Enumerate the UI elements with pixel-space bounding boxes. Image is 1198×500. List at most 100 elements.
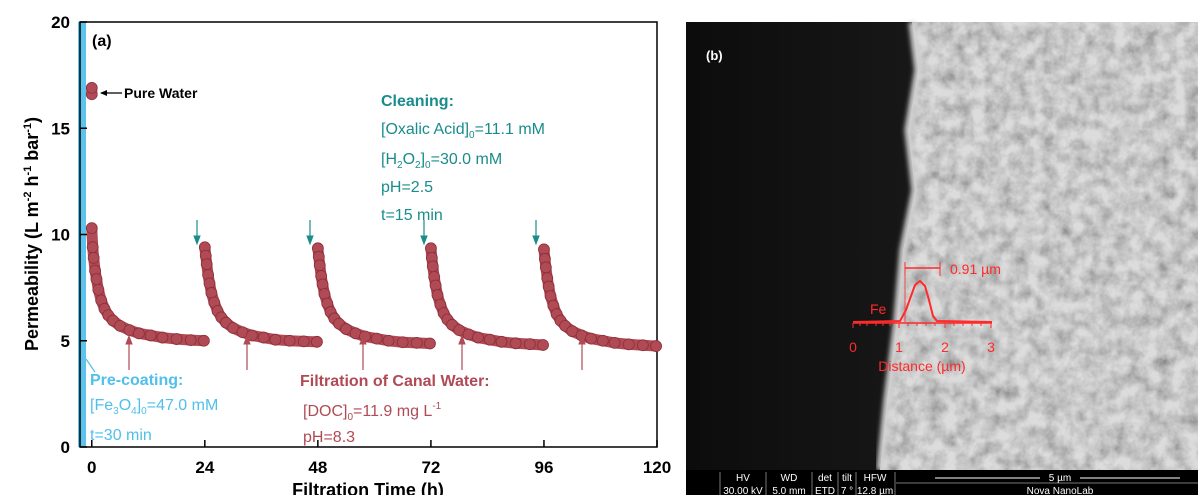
data-point bbox=[297, 335, 310, 348]
data-point bbox=[542, 280, 555, 293]
fe-labels: 0.91 µm Fe 0 1 2 3 Distance (µm) bbox=[849, 261, 1001, 374]
panel-b: (b) 0.91 µm Fe 0 1 2 3 Distance (µm) bbox=[686, 21, 1198, 497]
distance-tick-label: 0 bbox=[849, 339, 857, 355]
text-part: ] bbox=[421, 151, 425, 168]
data-point bbox=[85, 81, 98, 94]
data-point bbox=[424, 337, 436, 350]
precoating-time: t=30 min bbox=[90, 427, 152, 444]
scale-label-bg bbox=[1040, 472, 1080, 482]
x-axis-label: Filtration Time (h) bbox=[292, 480, 444, 495]
x-tick-label: 48 bbox=[308, 458, 327, 477]
precoating-title: Pre-coating: bbox=[90, 372, 183, 389]
subscript: 0 bbox=[141, 406, 147, 417]
data-point bbox=[92, 283, 105, 296]
text-part: h bbox=[22, 176, 42, 192]
text-part: O bbox=[403, 151, 415, 168]
data-point bbox=[313, 259, 326, 272]
arrow-head bbox=[578, 334, 586, 345]
info-value: 12.8 µm bbox=[857, 486, 893, 495]
text-part: =30.0 mM bbox=[431, 151, 503, 168]
scale-label: 5 µm bbox=[1049, 473, 1071, 484]
arrow-head bbox=[458, 334, 466, 345]
text-part: =11.9 mg L bbox=[353, 403, 432, 420]
data-point bbox=[203, 277, 216, 290]
distance-tick-label: 2 bbox=[941, 339, 949, 355]
distance-tick-label: 1 bbox=[895, 339, 903, 355]
data-point bbox=[90, 273, 103, 286]
arrow-head bbox=[532, 235, 540, 246]
arrow-head bbox=[193, 235, 201, 246]
info-value: ETD bbox=[815, 486, 835, 495]
data-point bbox=[539, 261, 552, 274]
data-point bbox=[636, 339, 649, 352]
data-point bbox=[85, 222, 98, 235]
data-point bbox=[197, 334, 210, 347]
sem-tint bbox=[880, 22, 1198, 470]
x-tick-label: 120 bbox=[643, 458, 671, 477]
y-tick-label: 0 bbox=[61, 438, 70, 457]
cleaning-h2o2: [H2O2]0=30.0 mM bbox=[381, 151, 502, 171]
y-tick-label: 5 bbox=[61, 332, 70, 351]
y-tick-label: 15 bbox=[51, 119, 70, 138]
info-text: HV WD det tilt HFW 30.00 kV 5.0 mm ETD 7… bbox=[723, 472, 1180, 497]
data-point bbox=[426, 260, 439, 273]
data-point bbox=[257, 331, 270, 344]
text-part: O bbox=[119, 397, 131, 414]
data-point bbox=[144, 329, 157, 342]
width-label: 0.91 µm bbox=[950, 261, 1001, 277]
y-tick-label: 10 bbox=[51, 226, 70, 245]
data-point bbox=[132, 327, 145, 340]
text-part: [H bbox=[381, 151, 397, 168]
text-part: ] bbox=[137, 397, 141, 414]
filtration-annotation: Filtration of Canal Water: [DOC]0=11.9 m… bbox=[300, 373, 490, 446]
subscript: 0 bbox=[347, 412, 353, 423]
subscript: 2 bbox=[397, 160, 403, 171]
data-point bbox=[170, 333, 183, 345]
data-point bbox=[483, 333, 496, 346]
cleaning-arrows bbox=[193, 220, 540, 246]
data-point bbox=[429, 279, 442, 292]
instrument-label: Nova NanoLab bbox=[1027, 486, 1094, 495]
text-part: [DOC] bbox=[303, 403, 347, 420]
text-part: bar bbox=[22, 133, 42, 166]
y-tick-label: 20 bbox=[51, 13, 70, 32]
minor-ticks bbox=[859, 323, 982, 326]
data-point bbox=[269, 333, 282, 346]
data-point bbox=[370, 332, 383, 345]
data-point bbox=[495, 335, 508, 348]
sem-surface bbox=[880, 22, 1198, 470]
data-point bbox=[537, 339, 549, 351]
data-point bbox=[396, 336, 409, 349]
subscript: 2 bbox=[415, 160, 421, 171]
distance-label: Distance (µm) bbox=[878, 358, 965, 374]
cleaning-oxalic: [Oxalic Acid]0=11.1 mM bbox=[381, 121, 545, 141]
info-value: 7 ° bbox=[841, 486, 853, 495]
text-part: =11.1 mM bbox=[475, 121, 545, 138]
data-point bbox=[283, 334, 296, 347]
filtration-doc: [DOC]0=11.9 mg L-1 bbox=[303, 401, 442, 423]
data-layer bbox=[85, 81, 662, 352]
info-header: HV bbox=[736, 473, 750, 484]
element-label: Fe bbox=[870, 301, 887, 317]
superscript: -1 bbox=[22, 123, 34, 133]
text-part: [Oxalic Acid] bbox=[381, 121, 469, 138]
arrow-head bbox=[420, 235, 428, 246]
sem-edge bbox=[876, 21, 922, 471]
pure-water-label: Pure Water bbox=[124, 85, 198, 101]
precoating-fe: [Fe3O4]0=47.0 mM bbox=[90, 397, 218, 417]
data-point bbox=[184, 334, 197, 347]
text-part: =47.0 mM bbox=[147, 397, 219, 414]
panel-label: (b) bbox=[706, 48, 723, 63]
info-separators bbox=[719, 472, 1198, 495]
precoating-annotation: Pre-coating: [Fe3O4]0=47.0 mM t=30 min bbox=[85, 358, 218, 444]
filtration-title: Filtration of Canal Water: bbox=[300, 373, 490, 390]
x-tick-label: 96 bbox=[534, 458, 553, 477]
fe-peak bbox=[852, 279, 993, 323]
cleaning-time: t=15 min bbox=[381, 207, 443, 224]
cleaning-ph: pH=2.5 bbox=[381, 179, 433, 196]
info-header: tilt bbox=[842, 473, 852, 484]
data-point bbox=[246, 329, 258, 342]
data-point bbox=[596, 334, 609, 347]
panel-label: (a) bbox=[92, 33, 112, 50]
